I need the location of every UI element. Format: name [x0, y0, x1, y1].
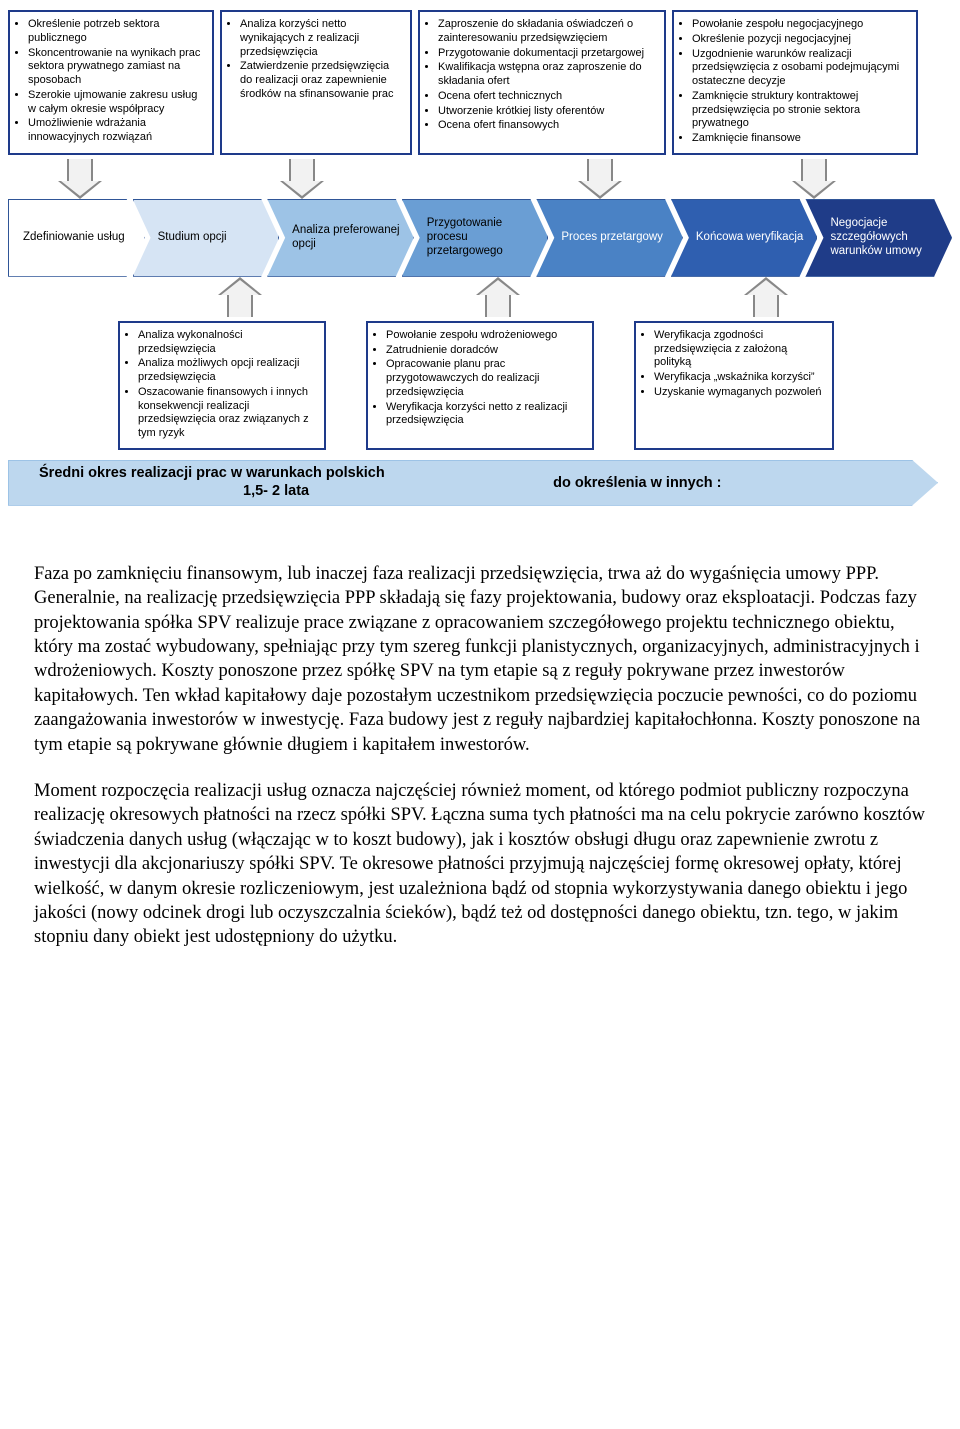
arrow-up-icon [218, 277, 262, 317]
box-item: Oszacowanie finansowych i innych konsekw… [138, 386, 318, 441]
bottom-boxes-row: Analiza wykonalności przedsięwzięciaAnal… [8, 321, 952, 450]
chevron-step-4: Proces przetargowy [536, 199, 683, 277]
box-item: Uzgodnienie warunków realizacji przedsię… [692, 48, 910, 89]
box-item: Utworzenie krótkiej listy oferentów [438, 105, 658, 119]
body-text: Faza po zamknięciu finansowym, lub inacz… [0, 532, 960, 1002]
chevron-step-5: Końcowa weryfikacja [671, 199, 818, 277]
box-item: Skoncentrowanie na wynikach prac sektora… [28, 47, 206, 88]
chevron-step-3: Przygotowanie procesu przetargowego [402, 199, 549, 277]
box-item: Analiza możliwych opcji realizacji przed… [138, 357, 318, 385]
box-item: Szerokie ujmowanie zakresu usług w całym… [28, 89, 206, 117]
top-box-1: Analiza korzyści netto wynikających z re… [220, 10, 412, 155]
bottom-arrows-row [8, 277, 952, 317]
box-item: Weryfikacja zgodności przedsięwzięcia z … [654, 329, 826, 370]
chevron-row: Zdefiniowanie usługStudium opcjiAnaliza … [8, 199, 952, 277]
box-item: Zamknięcie finansowe [692, 132, 910, 146]
box-item: Weryfikacja „wskaźnika korzyści” [654, 371, 826, 385]
arrow-down-icon [578, 159, 622, 199]
box-item: Ocena ofert finansowych [438, 119, 658, 133]
summary-bar: Średni okres realizacji prac w warunkach… [8, 460, 938, 506]
paragraph-1: Moment rozpoczęcia realizacji usług ozna… [34, 779, 926, 950]
summary-bar-wrap: Średni okres realizacji prac w warunkach… [8, 456, 952, 512]
summary-left-line2: 1,5- 2 lata [39, 483, 513, 500]
top-box-3: Powołanie zespołu negocjacyjnegoOkreślen… [672, 10, 918, 155]
bottom-box-1: Powołanie zespołu wdrożeniowegoZatrudnie… [366, 321, 594, 450]
chevron-step-0: Zdefiniowanie usług [8, 199, 145, 277]
box-item: Analiza korzyści netto wynikających z re… [240, 18, 404, 59]
chevron-step-6: Negocjacje szczegółowych warunków umowy [805, 199, 952, 277]
summary-left-line1: Średni okres realizacji prac w warunkach… [39, 465, 385, 481]
top-arrows-row [8, 159, 952, 199]
box-item: Umożliwienie wdrażania innowacyjnych roz… [28, 117, 206, 145]
summary-left: Średni okres realizacji prac w warunkach… [39, 465, 513, 500]
bottom-box-0: Analiza wykonalności przedsięwzięciaAnal… [118, 321, 326, 450]
arrow-down-icon [792, 159, 836, 199]
summary-right: do określenia w innych : [513, 475, 917, 491]
top-box-2: Zaproszenie do składania oświadczeń o za… [418, 10, 666, 155]
paragraph-0: Faza po zamknięciu finansowym, lub inacz… [34, 562, 926, 757]
chevron-step-2: Analiza preferowanej opcji [267, 199, 414, 277]
box-item: Zaproszenie do składania oświadczeń o za… [438, 18, 658, 46]
box-item: Powołanie zespołu negocjacyjnego [692, 18, 910, 32]
box-item: Przygotowanie dokumentacji przetargowej [438, 47, 658, 61]
box-item: Zamknięcie struktury kontraktowej przeds… [692, 90, 910, 131]
box-item: Zatrudnienie doradców [386, 344, 586, 358]
box-item: Opracowanie planu prac przygotowawczych … [386, 358, 586, 399]
box-item: Weryfikacja korzyści netto z realizacji … [386, 401, 586, 429]
box-item: Powołanie zespołu wdrożeniowego [386, 329, 586, 343]
box-item: Określenie pozycji negocjacyjnej [692, 33, 910, 47]
top-boxes-row: Określenie potrzeb sektora publicznegoSk… [8, 10, 952, 155]
box-item: Określenie potrzeb sektora publicznego [28, 18, 206, 46]
arrow-down-icon [58, 159, 102, 199]
top-box-0: Określenie potrzeb sektora publicznegoSk… [8, 10, 214, 155]
chevron-step-1: Studium opcji [133, 199, 280, 277]
box-item: Analiza wykonalności przedsięwzięcia [138, 329, 318, 357]
box-item: Zatwierdzenie przedsięwzięcia do realiza… [240, 60, 404, 101]
box-item: Ocena ofert technicznych [438, 90, 658, 104]
arrow-down-icon [280, 159, 324, 199]
arrow-up-icon [476, 277, 520, 317]
box-item: Kwalifikacja wstępna oraz zaproszenie do… [438, 61, 658, 89]
arrow-up-icon [744, 277, 788, 317]
process-diagram: Określenie potrzeb sektora publicznegoSk… [0, 0, 960, 512]
box-item: Uzyskanie wymaganych pozwoleń [654, 386, 826, 400]
bottom-box-2: Weryfikacja zgodności przedsięwzięcia z … [634, 321, 834, 450]
